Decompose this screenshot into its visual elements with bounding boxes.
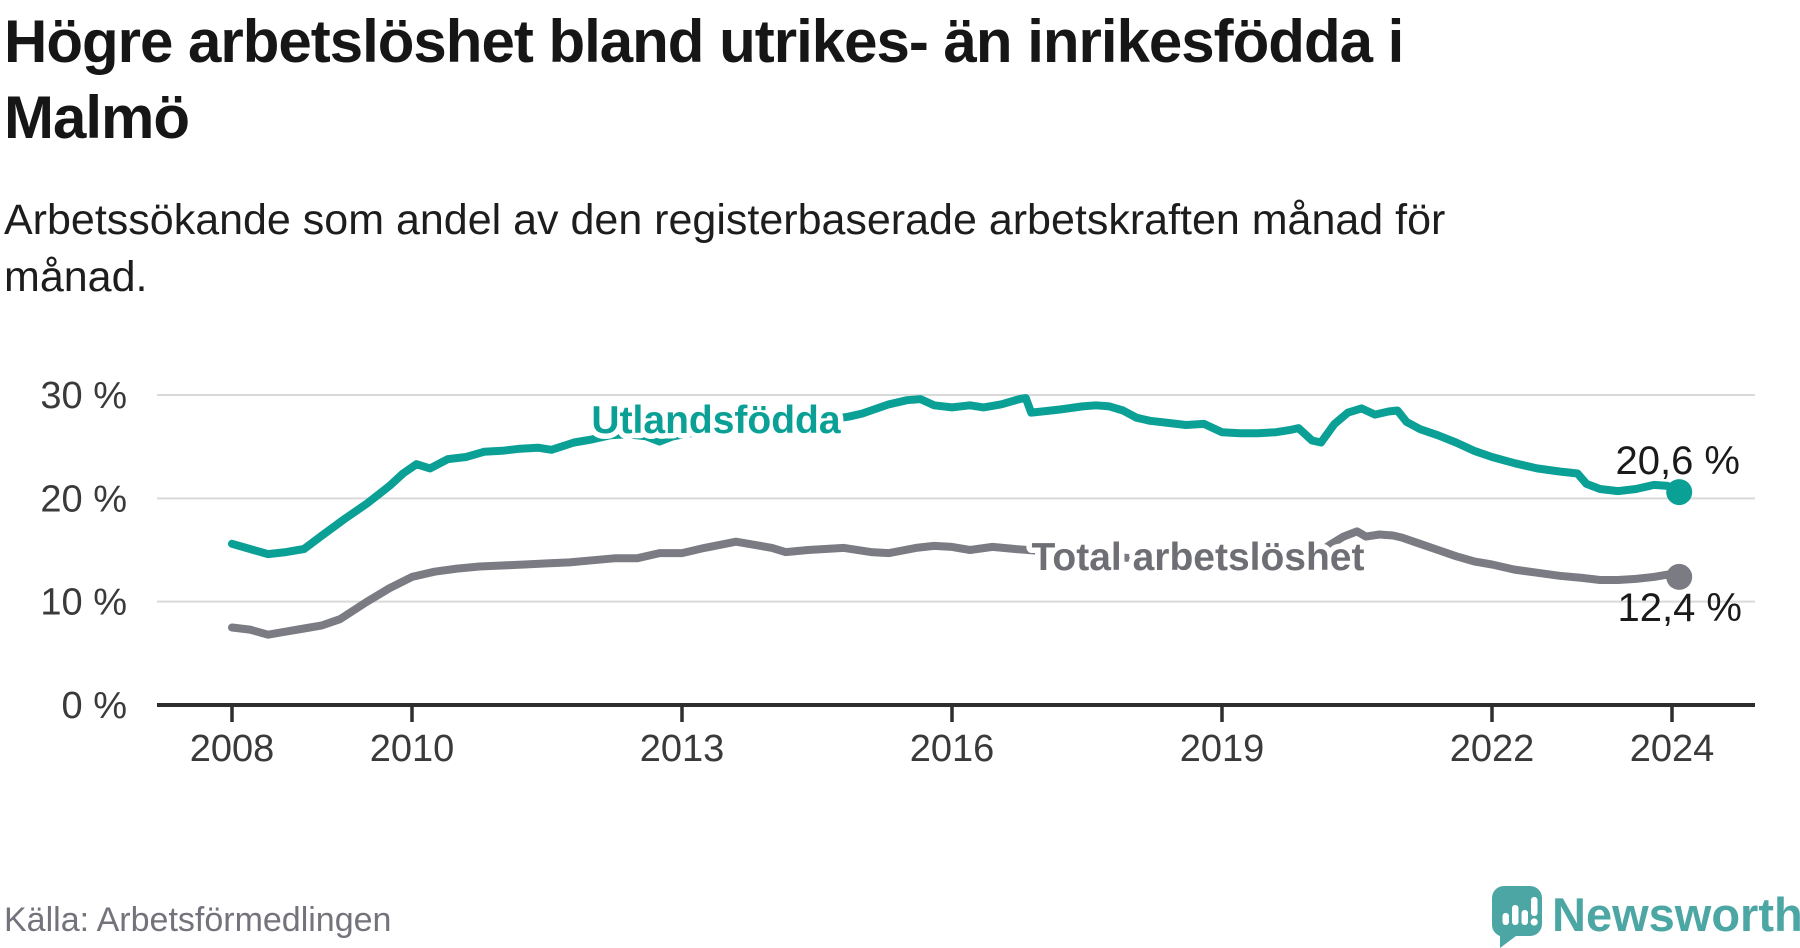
series-line-total-arbetsloshet: [228, 527, 1684, 639]
series-line-utlandsfodda: [228, 394, 1684, 559]
x-tick-label: 2013: [640, 728, 725, 770]
chart-subtitle-line-2: månad.: [4, 253, 148, 301]
series-label-halo-total-arbetsloshet: Total arbetslöshet: [1031, 536, 1364, 579]
x-tick-label: 2016: [910, 728, 995, 770]
y-tick-label: 30 %: [40, 375, 127, 417]
x-tick-label: 2010: [370, 728, 455, 770]
x-tick-label: 2008: [190, 728, 275, 770]
y-tick-label: 10 %: [40, 582, 127, 624]
x-tick-label: 2024: [1630, 728, 1715, 770]
chart-title: Högre arbetslöshet bland utrikes- än inr…: [4, 4, 1784, 156]
y-tick-label: 0 %: [62, 685, 127, 727]
chart-title-line-2: Malmö: [4, 84, 190, 151]
series-label-utlandsfodda: Utlandsfödda: [591, 399, 840, 442]
series-value-label-utlandsfodda: 20,6 %: [1615, 439, 1740, 483]
series-value-label-total-arbetsloshet: 12,4 %: [1617, 586, 1742, 630]
chart-title-line-1: Högre arbetslöshet bland utrikes- än inr…: [4, 8, 1404, 75]
series-label-halo-utlandsfodda: Utlandsfödda: [591, 399, 840, 442]
series-end-dot-total-arbetsloshet: [1666, 563, 1693, 590]
chart-subtitle-line-1: Arbetssökande som andel av den registerb…: [4, 196, 1446, 244]
x-tick-label: 2022: [1450, 728, 1535, 770]
series-label-total-arbetsloshet: Total arbetslöshet: [1031, 536, 1364, 579]
source-note: Källa: Arbetsförmedlingen: [4, 901, 392, 939]
x-tick-label: 2019: [1180, 728, 1265, 770]
y-tick-label: 20 %: [40, 478, 127, 520]
series-end-dot-utlandsfodda: [1666, 479, 1693, 506]
chart-subtitle: Arbetssökande som andel av den registerb…: [4, 192, 1504, 306]
